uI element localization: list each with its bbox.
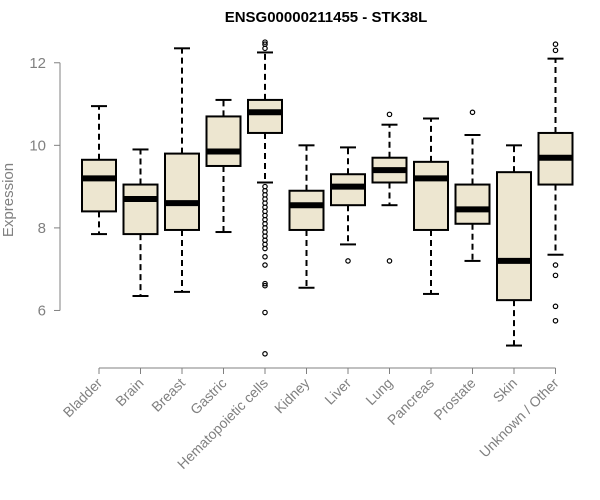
outlier-point: [262, 262, 268, 268]
box: [413, 160, 449, 231]
box: [81, 158, 117, 213]
outlier-point: [552, 47, 559, 54]
x-tick-label: Kidney: [271, 375, 313, 417]
outlier-point: [552, 317, 559, 324]
y-axis: 6 8 10 12: [29, 55, 61, 319]
outlier-point: [262, 309, 268, 316]
x-tick-label: Breast: [148, 375, 188, 415]
box: [205, 115, 242, 167]
box: [330, 173, 366, 207]
y-tick-label: 10: [29, 137, 46, 154]
outlier-point: [345, 258, 351, 264]
box-group: [496, 144, 532, 347]
box-group: [371, 111, 408, 264]
outlier-point: [262, 280, 268, 287]
outlier-point: [386, 111, 393, 118]
outlier-point: [262, 39, 268, 45]
x-tick-label: Unknown / Other: [476, 375, 562, 461]
outlier-point: [552, 272, 559, 279]
outlier-point: [262, 351, 268, 357]
chart-title: ENSG00000211455 - STK38L: [225, 9, 428, 26]
box-group: [164, 47, 200, 293]
box: [454, 183, 491, 225]
y-tick-label: 6: [38, 302, 46, 319]
y-tick-label: 8: [38, 220, 46, 237]
box-group: [205, 98, 242, 234]
y-tick-label: 12: [29, 55, 46, 72]
x-tick-label: Prostate: [430, 375, 478, 423]
box-group: [537, 41, 574, 324]
box-group: [454, 109, 491, 262]
outlier-point: [552, 303, 559, 310]
box: [122, 183, 159, 236]
x-tick-label: Liver: [321, 375, 354, 408]
box-group: [330, 146, 366, 264]
y-axis-label: Expression: [0, 163, 17, 237]
x-tick-label: Bladder: [60, 375, 106, 421]
box-group: [413, 117, 449, 295]
box-group: [288, 144, 325, 289]
boxes-layer: [81, 39, 574, 357]
box: [496, 171, 532, 302]
outlier-point: [262, 282, 268, 289]
x-tick-label: Brain: [112, 375, 146, 409]
box-group: [247, 39, 283, 357]
x-tick-label: Skin: [490, 375, 521, 406]
x-tick-label: Lung: [362, 375, 395, 408]
outlier-point: [262, 245, 268, 252]
outlier-point: [262, 41, 268, 47]
outlier-point: [262, 253, 268, 260]
box: [247, 98, 283, 134]
box: [288, 189, 325, 231]
outlier-point: [552, 262, 559, 268]
outlier-point: [552, 41, 559, 47]
box-group: [122, 148, 159, 298]
box-group: [81, 105, 117, 236]
box: [164, 152, 200, 231]
outlier-point: [469, 109, 476, 116]
outlier-point: [386, 258, 393, 264]
